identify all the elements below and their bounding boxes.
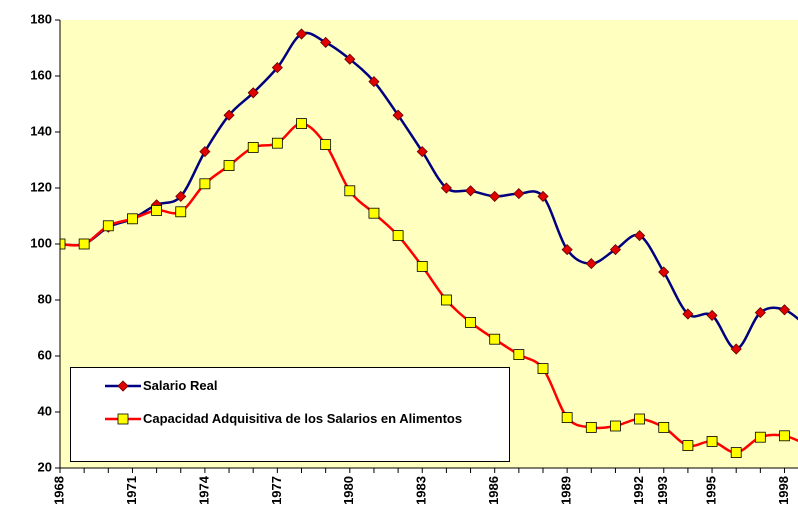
- marker: [296, 118, 307, 129]
- x-tick-label: 1993: [655, 476, 670, 505]
- marker: [392, 230, 404, 242]
- marker: [682, 440, 694, 452]
- legend: Salario Real Capacidad Adquisitiva de los…: [70, 367, 510, 462]
- marker: [320, 139, 332, 151]
- x-tick-label: 1986: [486, 476, 501, 505]
- marker: [730, 343, 742, 355]
- marker: [730, 447, 742, 459]
- x-tick-label: 1998: [776, 476, 791, 505]
- marker: [513, 349, 525, 361]
- legend-swatch: [105, 380, 141, 392]
- marker: [344, 185, 356, 197]
- y-tick-label: 160: [30, 67, 52, 82]
- marker: [779, 430, 790, 442]
- x-tick-label: 1989: [559, 476, 574, 505]
- marker: [117, 380, 129, 392]
- y-tick-label: 180: [30, 11, 52, 26]
- y-tick-label: 80: [38, 291, 52, 306]
- x-tick-label: 1995: [703, 476, 718, 505]
- y-tick-label: 40: [38, 403, 52, 418]
- legend-label: Capacidad Adquisitiva de los Salarios en…: [143, 411, 463, 426]
- marker: [489, 190, 501, 202]
- marker: [416, 260, 428, 272]
- marker: [561, 244, 573, 256]
- marker: [585, 421, 597, 433]
- marker: [658, 421, 670, 433]
- marker: [609, 244, 622, 256]
- marker: [658, 266, 670, 278]
- marker: [465, 316, 476, 328]
- marker: [175, 206, 187, 218]
- legend-label: Salario Real: [143, 378, 218, 393]
- y-tick-label: 20: [38, 459, 52, 474]
- y-tick-label: 60: [38, 347, 52, 362]
- marker: [561, 412, 573, 424]
- marker: [223, 109, 235, 121]
- x-tick-label: 1974: [196, 475, 211, 505]
- marker: [60, 238, 66, 250]
- marker: [682, 308, 694, 320]
- marker: [464, 185, 477, 197]
- legend-swatch: [105, 413, 141, 425]
- marker: [585, 258, 597, 270]
- marker: [199, 146, 211, 158]
- marker: [320, 36, 332, 48]
- marker: [271, 137, 283, 149]
- marker: [271, 62, 283, 74]
- x-tick-label: 1992: [631, 476, 646, 505]
- y-tick-label: 140: [30, 123, 52, 138]
- marker: [754, 307, 766, 319]
- marker: [537, 363, 549, 375]
- marker: [368, 207, 380, 219]
- x-tick-label: 1971: [124, 476, 139, 505]
- x-tick-label: 1983: [414, 476, 429, 505]
- marker: [706, 435, 718, 447]
- marker: [151, 204, 163, 216]
- y-tick-label: 120: [30, 179, 52, 194]
- marker: [344, 53, 356, 65]
- marker: [513, 188, 525, 200]
- marker: [634, 413, 645, 425]
- marker: [634, 230, 646, 242]
- marker: [175, 190, 187, 202]
- marker: [199, 178, 211, 190]
- marker: [706, 309, 718, 321]
- x-tick-label: 1968: [51, 476, 66, 505]
- marker: [102, 220, 114, 232]
- marker: [223, 160, 235, 172]
- marker: [440, 182, 452, 194]
- marker: [416, 146, 428, 158]
- marker: [78, 238, 90, 250]
- marker: [368, 76, 380, 88]
- x-tick-label: 1977: [269, 476, 284, 505]
- marker: [247, 87, 259, 99]
- marker: [778, 304, 791, 316]
- marker: [247, 141, 259, 153]
- x-tick-label: 1980: [341, 476, 356, 505]
- marker: [489, 333, 501, 345]
- marker: [127, 213, 138, 225]
- marker: [295, 28, 308, 40]
- marker: [392, 109, 404, 121]
- marker: [610, 420, 621, 432]
- marker: [440, 294, 452, 306]
- y-tick-label: 100: [30, 235, 52, 250]
- marker: [537, 190, 549, 202]
- marker: [117, 413, 129, 425]
- marker: [754, 431, 766, 443]
